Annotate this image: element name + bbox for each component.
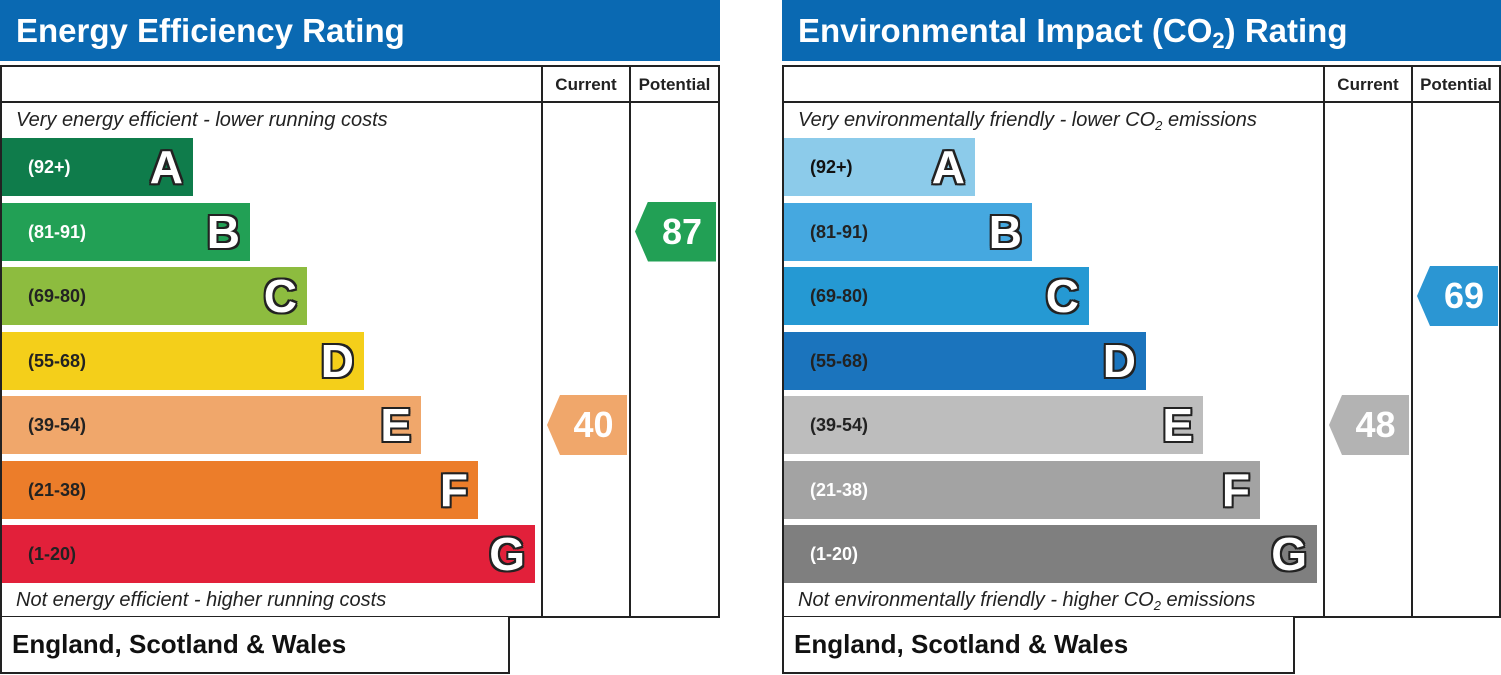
band-letter-label: E	[1162, 399, 1193, 451]
current-rating-marker: 48	[1329, 395, 1409, 455]
band-letter-label: B	[988, 205, 1022, 258]
band-letter-label: G	[489, 528, 525, 580]
band-range-label: (69-80)	[28, 286, 87, 306]
band-letter-label: B	[206, 205, 240, 258]
band-letter-label: A	[931, 141, 965, 193]
band-range-label: (92+)	[810, 157, 853, 177]
chart-frame: Current Potential Very environmentally f…	[782, 65, 1501, 618]
current-rating-value: 48	[1355, 404, 1396, 445]
column-header-potential: Potential	[638, 75, 711, 94]
band-range-label: (81-91)	[810, 221, 869, 242]
band-range-label: (39-54)	[28, 415, 87, 435]
band-range-label: (55-68)	[810, 350, 869, 371]
rating-band-d: (55-68) D	[784, 331, 1146, 390]
footer-region: England, Scotland & Wales	[782, 617, 1295, 674]
current-rating-value: 40	[573, 404, 614, 445]
column-header-potential: Potential	[1420, 75, 1492, 94]
band-letter-label: F	[439, 463, 468, 516]
rating-band-e: (39-54) E	[2, 396, 421, 454]
rating-band-e: (39-54) E	[784, 396, 1203, 454]
band-letter-label: D	[1102, 334, 1136, 387]
column-divider	[541, 67, 543, 616]
potential-rating-value: 87	[661, 210, 703, 252]
band-range-label: (1-20)	[28, 544, 77, 564]
band-letter-label: F	[1221, 463, 1250, 516]
rating-band-g: (1-20) G	[2, 525, 535, 583]
potential-rating-marker: 69	[1417, 266, 1498, 326]
environmental-impact-chart: Environmental Impact (CO2) Rating Curren…	[782, 0, 1501, 675]
rating-band-a: (92+) A	[2, 138, 193, 196]
chart-title: Energy Efficiency Rating	[0, 0, 720, 61]
column-divider	[1323, 67, 1325, 616]
rating-band-a: (92+) A	[784, 138, 975, 196]
column-header-current: Current	[1337, 75, 1399, 94]
rating-band-b: (81-91) B	[784, 202, 1032, 261]
rating-band-c: (69-80) C	[784, 267, 1089, 325]
top-caption: Very environmentally friendly - lower CO…	[798, 109, 1257, 133]
rating-band-f: (21-38) F	[2, 460, 478, 519]
potential-rating-marker: 87	[635, 201, 716, 262]
footer-region: England, Scotland & Wales	[0, 617, 510, 674]
band-range-label: (69-80)	[810, 286, 869, 306]
rating-band-b: (81-91) B	[2, 202, 250, 261]
band-range-label: (92+)	[28, 157, 71, 177]
rating-band-f: (21-38) F	[784, 460, 1260, 519]
band-letter-label: E	[380, 399, 411, 451]
rating-band-g: (1-20) G	[784, 525, 1317, 583]
band-letter-label: C	[1045, 270, 1079, 322]
potential-rating-value: 69	[1443, 275, 1485, 316]
band-range-label: (55-68)	[28, 350, 87, 371]
header-divider	[784, 101, 1499, 103]
rating-band-d: (55-68) D	[2, 331, 364, 390]
bottom-caption: Not environmentally friendly - higher CO…	[798, 589, 1256, 613]
bottom-caption: Not energy efficient - higher running co…	[16, 589, 387, 611]
top-caption: Very energy efficient - lower running co…	[16, 109, 388, 131]
band-range-label: (1-20)	[810, 544, 859, 564]
current-rating-marker: 40	[547, 395, 627, 455]
rating-band-c: (69-80) C	[2, 267, 307, 325]
energy-efficiency-chart: Energy Efficiency Rating Current Potenti…	[0, 0, 720, 675]
band-range-label: (81-91)	[28, 221, 87, 242]
band-range-label: (21-38)	[810, 479, 869, 500]
column-divider	[629, 67, 631, 616]
band-letter-label: C	[263, 270, 297, 322]
band-letter-label: G	[1271, 528, 1307, 580]
band-range-label: (39-54)	[810, 415, 869, 435]
chart-title: Environmental Impact (CO2) Rating	[782, 0, 1501, 61]
column-header-current: Current	[555, 75, 617, 94]
column-divider	[1411, 67, 1413, 616]
band-range-label: (21-38)	[28, 479, 87, 500]
chart-frame: Current Potential Very energy efficient …	[0, 65, 720, 618]
band-letter-label: D	[320, 334, 354, 387]
band-letter-label: A	[149, 141, 183, 193]
header-divider	[2, 101, 718, 103]
